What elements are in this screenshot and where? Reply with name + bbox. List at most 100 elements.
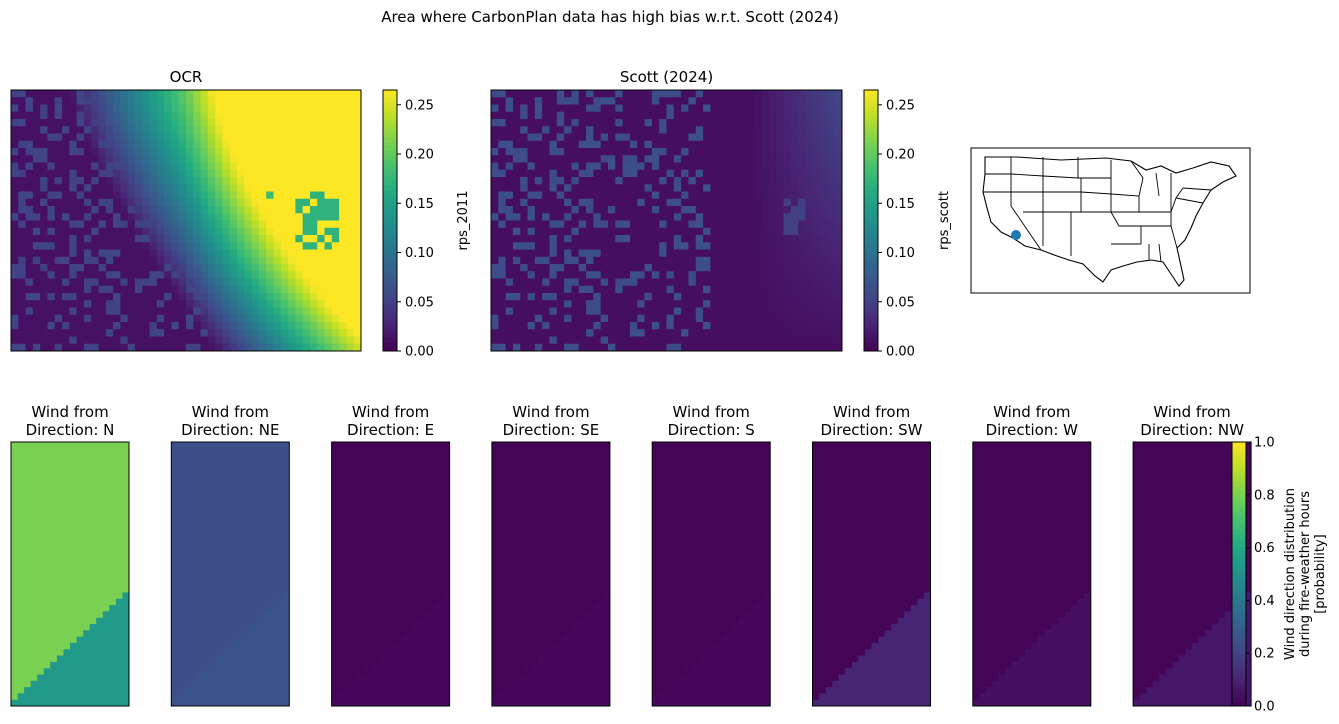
scott-cell: [498, 278, 507, 287]
scott-cell: [549, 119, 558, 127]
ocr-cell: [142, 184, 150, 192]
ocr-cell: [32, 343, 41, 352]
ocr-cell: [258, 213, 267, 221]
ocr-cell: [207, 126, 216, 134]
ocr-cell: [164, 104, 172, 113]
ocr-cell: [353, 162, 362, 171]
scott-cell: [673, 97, 682, 105]
scott-cell: [564, 271, 572, 279]
scott-cell: [505, 90, 514, 98]
ocr-cell: [91, 126, 99, 134]
scott-cell: [491, 293, 499, 301]
ocr-cell: [244, 198, 253, 207]
scott-cell: [732, 314, 741, 323]
scott-cell: [732, 126, 741, 134]
ocr-cell: [98, 278, 107, 287]
colorbar-swatch: [383, 163, 397, 169]
scott-cell: [608, 278, 616, 287]
ocr-cell: [149, 314, 158, 323]
ocr-cell: [251, 90, 260, 98]
scott-cell: [695, 162, 704, 171]
scott-cell: [549, 256, 558, 265]
ocr-cell: [309, 285, 318, 294]
ocr-cell: [69, 343, 78, 352]
scott-cell: [527, 271, 536, 279]
scott-cell: [556, 177, 565, 185]
ocr-cell: [113, 307, 121, 316]
ocr-cell: [222, 343, 231, 352]
ocr-cell: [193, 133, 201, 142]
scott-cell: [688, 184, 697, 192]
scott-cell: [615, 140, 624, 149]
ocr-cell: [40, 271, 48, 279]
ocr-cell: [113, 177, 121, 185]
wind-panel-title: Wind from Direction: W: [986, 403, 1079, 439]
scott-cell: [571, 271, 580, 279]
scott-cell: [725, 111, 733, 120]
scott-cell: [746, 322, 755, 330]
ocr-cell: [91, 90, 99, 98]
ocr-cell: [134, 343, 143, 352]
scott-cell: [754, 285, 762, 294]
ocr-cell: [47, 278, 56, 287]
scott-cell: [600, 140, 609, 149]
ocr-cell: [54, 227, 63, 236]
scott-cell: [717, 155, 726, 163]
ocr-cell: [164, 256, 172, 265]
scott-cell: [637, 198, 645, 207]
ocr-cell: [222, 206, 231, 214]
ocr-cell: [69, 184, 78, 192]
scott-cell: [812, 227, 821, 236]
ocr-cell: [62, 148, 70, 156]
ocr-cell: [244, 206, 253, 214]
colorbar-swatch: [383, 316, 397, 322]
ocr-cell: [288, 119, 296, 127]
scott-cell: [593, 322, 602, 330]
scott-cell: [615, 256, 624, 265]
colorbar-0: [383, 90, 397, 352]
ocr-cell: [120, 242, 129, 250]
ocr-cell: [171, 140, 180, 149]
scott-cell: [498, 90, 507, 98]
ocr-cell: [164, 249, 172, 258]
ocr-cell: [98, 293, 107, 301]
ocr-cell: [273, 300, 282, 308]
ocr-cell: [207, 155, 216, 163]
ocr-cell: [171, 329, 180, 337]
ocr-cell: [18, 126, 26, 134]
ocr-cell: [215, 140, 223, 149]
scott-cell: [725, 198, 733, 207]
scott-cell: [564, 133, 572, 142]
scott-cell: [505, 184, 514, 192]
scott-cell: [578, 97, 587, 105]
scott-cell: [776, 213, 784, 221]
ocr-cell: [193, 206, 201, 214]
scott-cell: [505, 119, 514, 127]
ocr-cell: [346, 148, 355, 156]
ocr-cell: [11, 336, 19, 345]
ocr-cell: [295, 278, 304, 287]
scott-cell: [776, 220, 784, 229]
ocr-cell: [127, 264, 136, 272]
ocr-cell: [317, 278, 325, 287]
scott-cell: [812, 162, 821, 171]
scott-cell: [717, 271, 726, 279]
scott-cell: [542, 235, 550, 243]
ocr-cell: [339, 133, 347, 142]
ocr-cell: [251, 307, 260, 316]
ocr-cell: [215, 336, 223, 345]
ocr-cell: [47, 285, 56, 294]
scott-cell: [805, 111, 814, 120]
ocr-cell: [280, 155, 289, 163]
ocr-cell: [134, 307, 143, 316]
scott-cell: [703, 177, 711, 185]
scott-cell: [564, 227, 572, 236]
scott-cell: [681, 256, 689, 265]
ocr-cell: [288, 90, 296, 98]
ocr-cell: [229, 235, 238, 243]
scott-cell: [622, 278, 631, 287]
scott-cell: [578, 264, 587, 272]
ocr-cell: [127, 256, 136, 265]
scott-cell: [527, 300, 536, 308]
scott-cell: [790, 285, 799, 294]
